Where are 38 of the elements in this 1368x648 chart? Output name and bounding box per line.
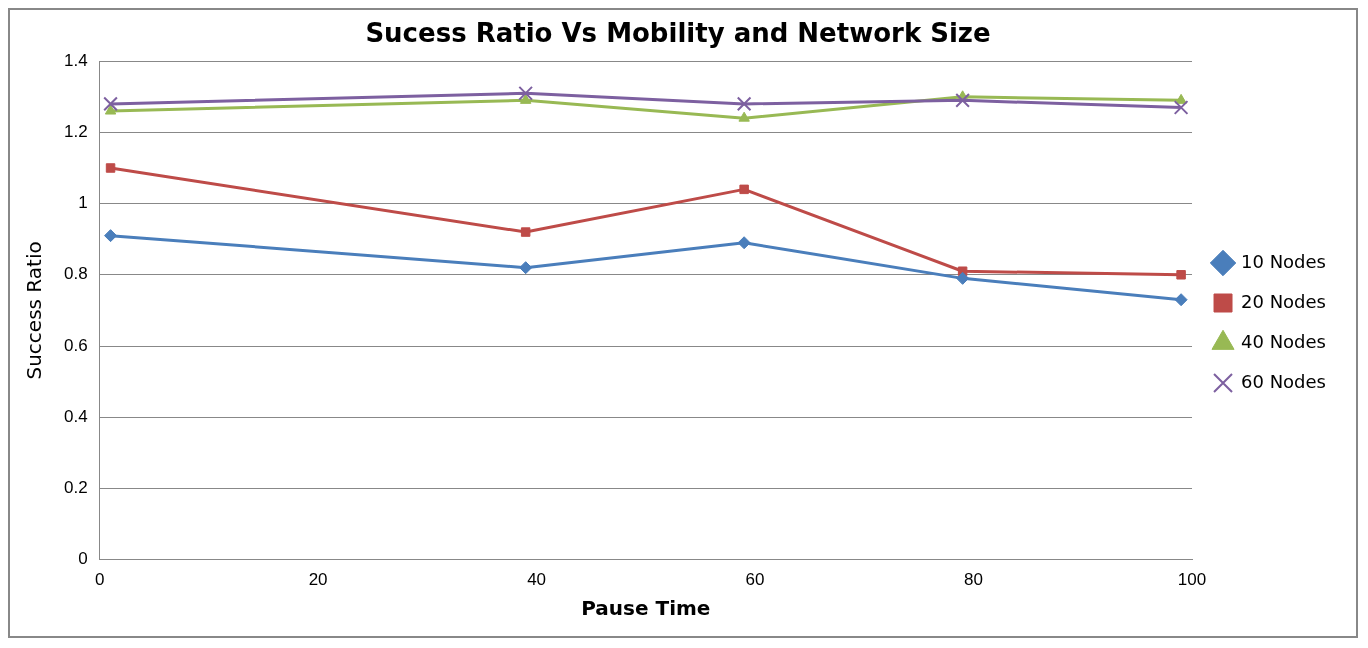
point	[103, 96, 118, 112]
point	[956, 271, 970, 285]
y-tick-label: 1.4	[63, 50, 88, 70]
point	[1174, 293, 1188, 307]
legend-label: 10 Nodes	[1241, 250, 1326, 272]
point	[955, 93, 970, 108]
point	[520, 227, 531, 237]
point	[104, 229, 118, 243]
legend-label: 20 Nodes	[1241, 290, 1326, 312]
y-tick-label: 0.2	[63, 478, 88, 498]
x-tick-label: 20	[308, 570, 328, 590]
point	[737, 236, 751, 250]
y-axis-title: Success Ratio	[22, 241, 47, 380]
point	[1176, 270, 1186, 280]
point	[104, 104, 117, 115]
y-tick-label: 0.6	[63, 335, 88, 355]
x-tick-label: 60	[745, 570, 765, 590]
x-tick-label: 80	[964, 570, 983, 590]
x-tick-label: 0	[94, 570, 105, 590]
legend-label: 60 Nodes	[1241, 370, 1326, 392]
legend-label: 40 Nodes	[1241, 330, 1326, 352]
point	[736, 96, 752, 112]
point	[1173, 100, 1189, 115]
point	[518, 85, 534, 101]
point	[519, 261, 533, 275]
y-tick-label: 0.8	[63, 264, 88, 284]
x-tick-label: 40	[527, 570, 547, 590]
chart-title: Sucess Ratio Vs Mobility and Network Size	[365, 18, 991, 49]
point	[738, 111, 750, 122]
point	[739, 184, 749, 195]
y-tick-label: 0.4	[63, 406, 88, 426]
y-tick-label: 1	[78, 193, 88, 213]
point	[105, 163, 116, 173]
x-tick-label: 100	[1177, 570, 1207, 590]
y-tick-label: 1.2	[63, 122, 88, 142]
point	[1175, 93, 1187, 104]
y-tick-label: 0	[78, 549, 88, 569]
x-axis-title: Pause Time	[581, 596, 711, 621]
